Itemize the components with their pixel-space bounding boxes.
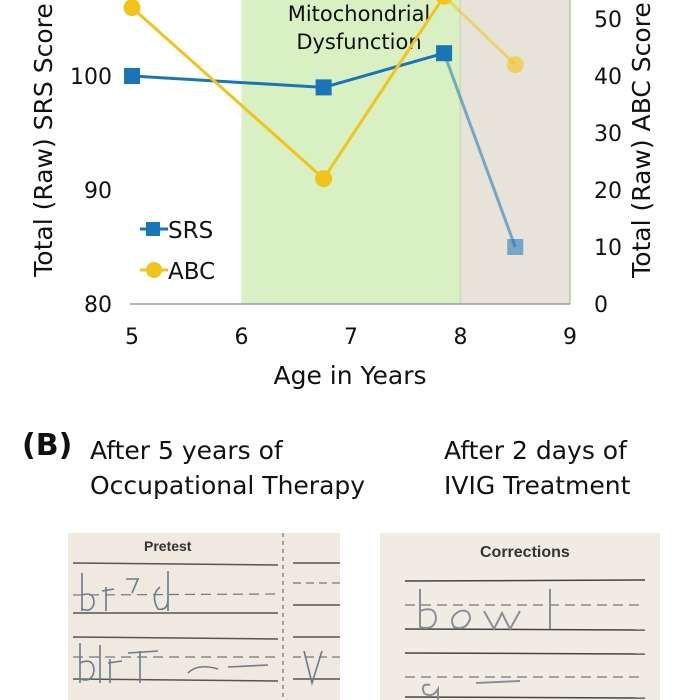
abc-segment-0 <box>131 6 325 180</box>
srs-point-0 <box>124 68 140 84</box>
shaded-region-1 <box>460 0 570 304</box>
y-right-tick-0: 0 <box>594 293 608 318</box>
x-tick-5: 5 <box>125 325 139 350</box>
srs-point-1 <box>315 79 332 96</box>
y-right-tick-labels: 0 10 20 30 40 50 <box>594 8 622 318</box>
abc-point-2 <box>436 0 452 5</box>
srs-point-3 <box>507 239 524 255</box>
y-right-axis-title: Total (Raw) ABC Score <box>627 2 656 279</box>
x-tick-labels: 5 6 7 8 9 <box>125 325 577 350</box>
pretest-title: Pretest <box>144 538 192 554</box>
legend-abc-marker <box>146 262 162 278</box>
shaded-region-label-0-1: Dysfunction <box>296 30 421 54</box>
shaded-region-0 <box>241 0 461 304</box>
series-lines <box>131 0 517 248</box>
y-right-tick-30: 30 <box>594 122 622 147</box>
legend-srs-label: SRS <box>168 218 213 244</box>
y-right-tick-40: 40 <box>594 65 622 90</box>
handwriting-lines-corrections <box>404 579 646 700</box>
corrections-title: Corrections <box>480 544 570 561</box>
y-right-tick-10: 10 <box>594 236 622 261</box>
srs-segment-0 <box>131 74 324 89</box>
y-left-axis-title: Total (Raw) SRS Score <box>29 3 58 277</box>
legend-srs-marker <box>146 222 160 236</box>
y-left-tick-90: 90 <box>84 179 112 204</box>
srs-segment-2 <box>442 52 517 248</box>
legend: SRS ABC <box>140 218 215 285</box>
y-right-tick-20: 20 <box>594 179 622 204</box>
y-left-tick-100: 100 <box>70 65 112 90</box>
right-caption: After 2 days of IVIG Treatment <box>444 433 684 503</box>
shaded-regions <box>241 0 571 304</box>
panel-b-label: (B) <box>22 428 73 463</box>
right-caption-line-2: IVIG Treatment <box>444 471 631 500</box>
srs-segment-1 <box>323 51 445 89</box>
left-caption-line-1: After 5 years of <box>90 436 283 465</box>
handwriting-photo-pretest: Pretest <box>68 533 340 700</box>
srs-point-2 <box>436 45 453 62</box>
left-caption-line-2: Occupational Therapy <box>90 471 366 500</box>
left-caption: After 5 years of Occupational Therapy <box>90 433 390 503</box>
abc-segment-1 <box>322 0 444 180</box>
y-left-tick-80: 80 <box>84 293 112 318</box>
x-axis-title: Age in Years <box>274 361 427 390</box>
series-markers <box>123 0 524 255</box>
x-tick-7: 7 <box>344 325 358 350</box>
legend-abc-label: ABC <box>168 259 215 285</box>
x-tick-8: 8 <box>454 325 468 350</box>
abc-segment-2 <box>445 0 517 66</box>
abc-point-3 <box>506 56 524 74</box>
handwriting-lines-pretest <box>72 533 340 700</box>
right-caption-line-1: After 2 days of <box>444 436 627 465</box>
shaded-region-labels: Mitochondrial Dysfunction <box>288 2 431 54</box>
abc-point-1 <box>315 170 333 188</box>
shaded-region-label-0-0: Mitochondrial <box>288 2 431 26</box>
x-tick-9: 9 <box>563 325 577 350</box>
abc-point-0 <box>123 0 141 17</box>
y-left-tick-labels: 80 90 100 <box>70 65 112 318</box>
x-tick-6: 6 <box>235 325 249 350</box>
y-right-tick-50: 50 <box>594 8 622 33</box>
handwriting-photo-corrections: Corrections <box>380 533 660 700</box>
